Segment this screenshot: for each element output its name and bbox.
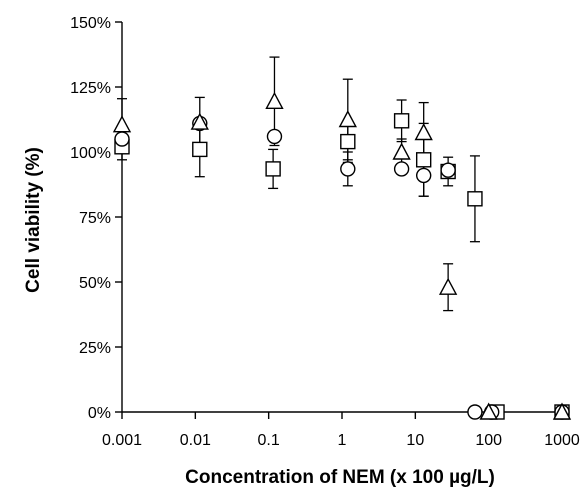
y-tick-label: 50% bbox=[79, 275, 111, 292]
circle-point bbox=[114, 131, 130, 147]
x-tick-label: 0.01 bbox=[180, 432, 211, 449]
y-tick-label: 125% bbox=[70, 80, 111, 97]
circle-point bbox=[440, 162, 456, 178]
y-tick-label: 100% bbox=[70, 145, 111, 162]
square-point bbox=[467, 191, 483, 207]
x-tick-label: 100 bbox=[475, 432, 502, 449]
data-points bbox=[112, 91, 572, 420]
triangle-point bbox=[438, 277, 458, 295]
x-tick-label: 1000 bbox=[544, 432, 580, 449]
square-point bbox=[415, 152, 432, 168]
tick-labels: 0% 25% 50% 75% 100% 125% 150% 0.001 0.01 0.1 1 10 10… bbox=[70, 15, 580, 449]
x-axis-title: Concentration of NEM (x 100 µg/L) bbox=[185, 467, 495, 488]
square-point bbox=[393, 113, 410, 129]
triangle-point bbox=[265, 91, 284, 110]
error-bars bbox=[117, 56, 480, 312]
triangle-point bbox=[112, 115, 132, 133]
triangle-point bbox=[338, 110, 357, 128]
square-point bbox=[340, 133, 356, 150]
triangle-point bbox=[552, 402, 572, 420]
y-tick-label: 25% bbox=[79, 340, 111, 357]
axes bbox=[115, 21, 566, 419]
circle-point bbox=[415, 167, 432, 184]
circle-point bbox=[340, 161, 356, 177]
x-tick-label: 1 bbox=[338, 432, 347, 449]
y-tick-label: 0% bbox=[88, 405, 111, 422]
triangle-point bbox=[414, 123, 433, 141]
square-point bbox=[192, 141, 208, 158]
triangle-point bbox=[392, 142, 411, 160]
square-point bbox=[265, 161, 281, 177]
y-tick-label: 75% bbox=[79, 210, 111, 227]
x-tick-label: 0.001 bbox=[102, 432, 142, 449]
triangle-point bbox=[479, 402, 498, 420]
circle-point bbox=[467, 404, 483, 420]
y-axis-title: Cell viability (%) bbox=[23, 147, 44, 293]
y-tick-label: 150% bbox=[70, 15, 111, 32]
x-tick-label: 0.1 bbox=[258, 432, 280, 449]
circle-point bbox=[393, 161, 410, 177]
circle-point bbox=[266, 128, 283, 145]
x-tick-label: 10 bbox=[406, 432, 424, 449]
triangle-point bbox=[190, 112, 209, 130]
